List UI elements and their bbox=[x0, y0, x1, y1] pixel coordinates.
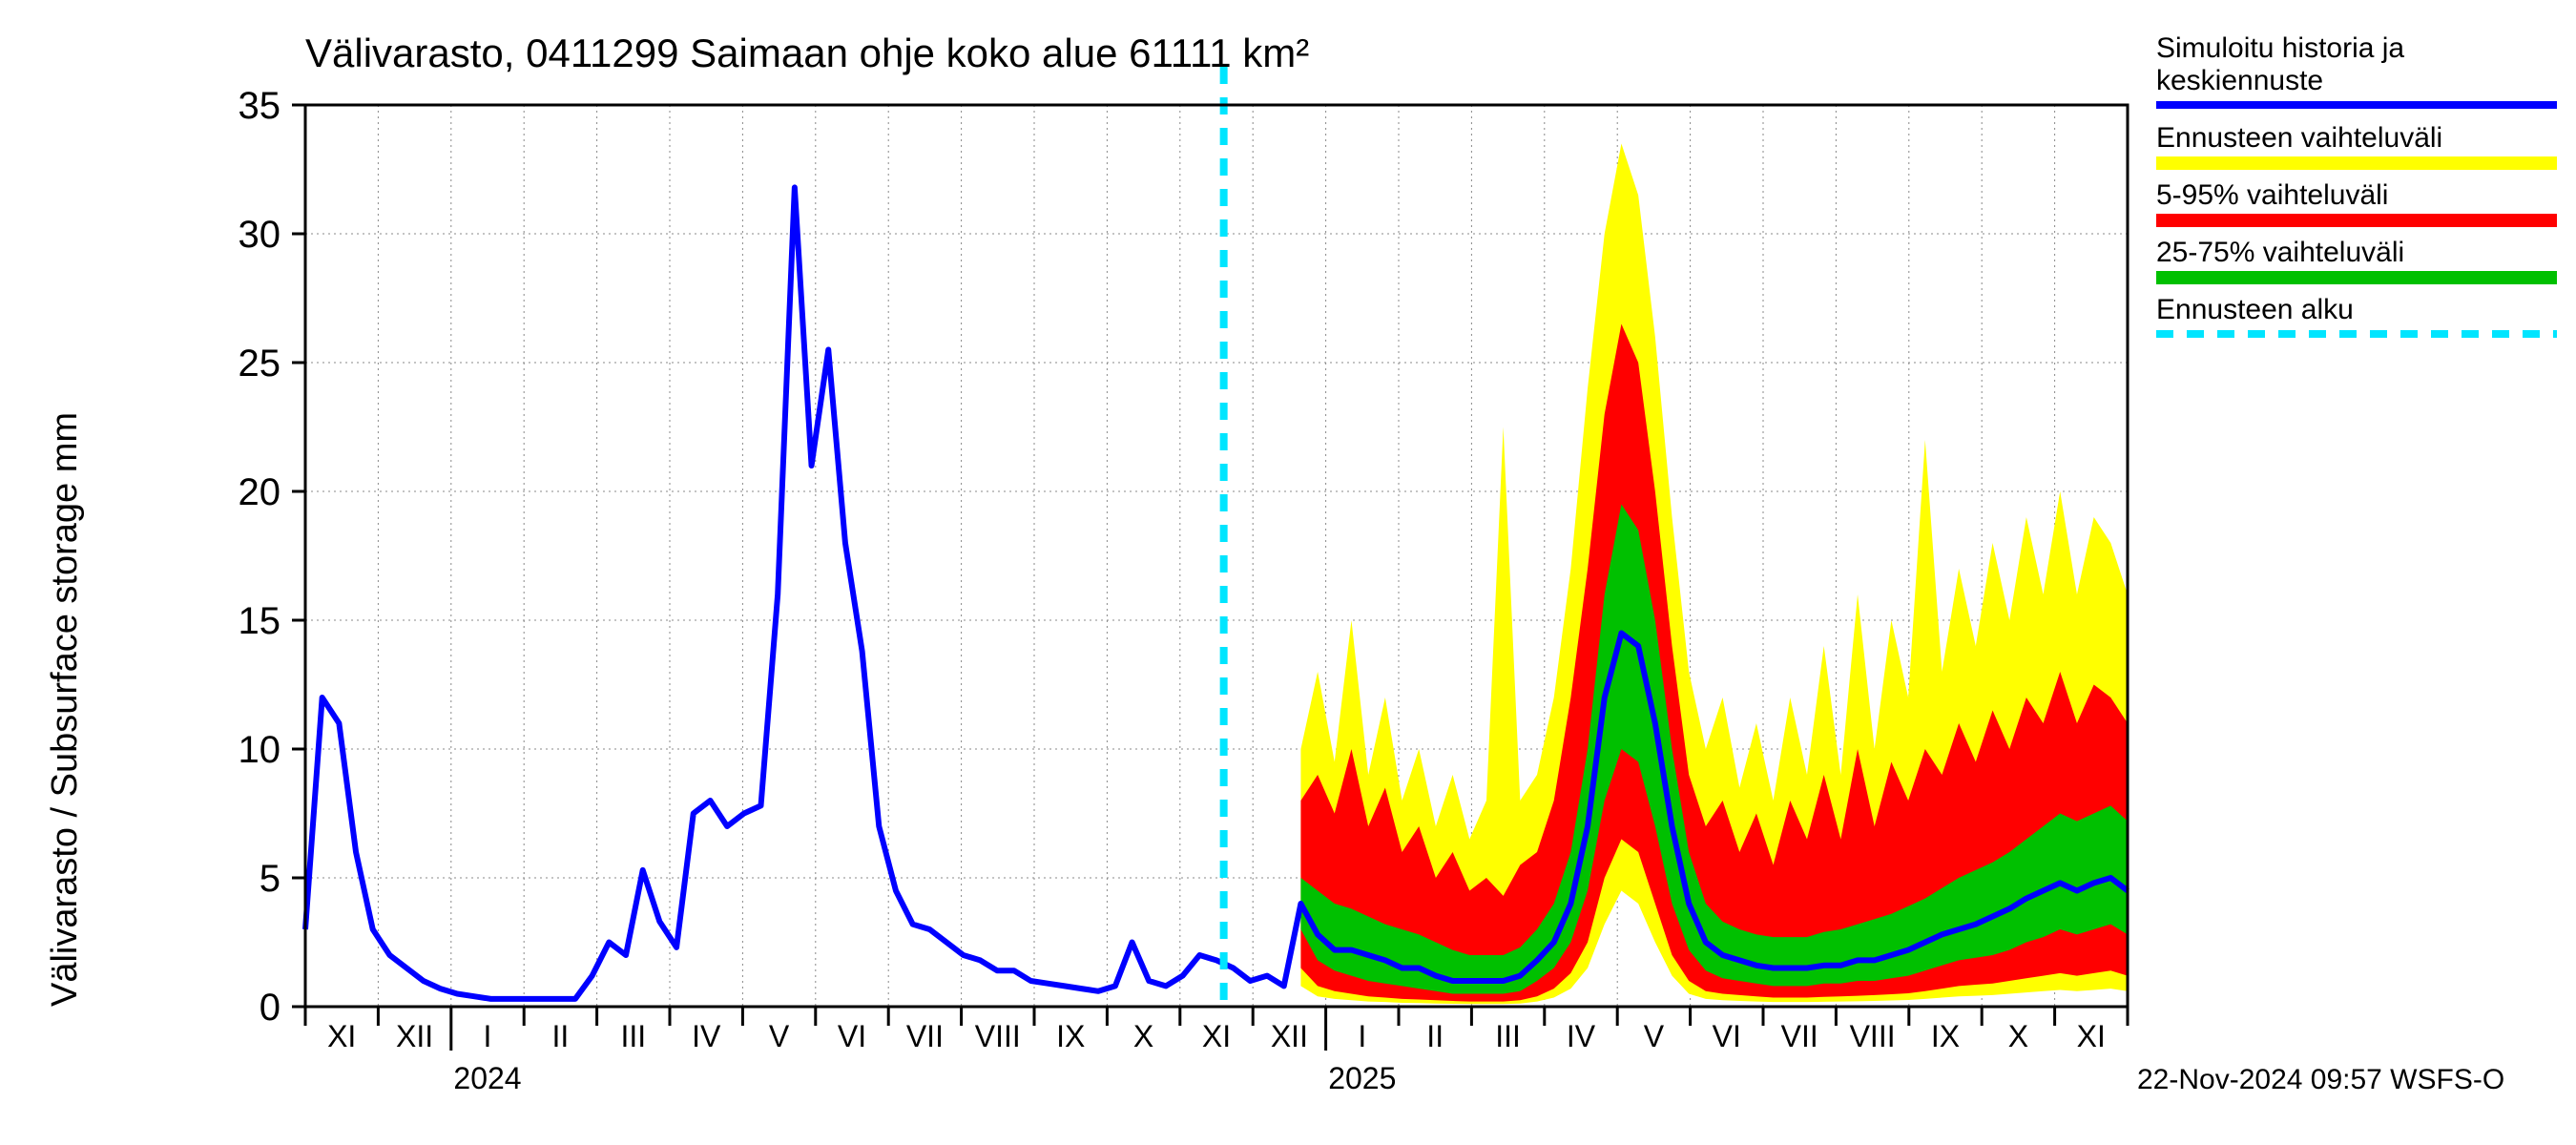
month-label: XII bbox=[396, 1019, 433, 1053]
ytick-label: 0 bbox=[260, 987, 280, 1029]
legend-swatch bbox=[2156, 271, 2557, 284]
ytick-label: 35 bbox=[239, 85, 281, 127]
year-label: 2025 bbox=[1328, 1061, 1396, 1095]
legend-label: 5-95% vaihteluväli bbox=[2156, 179, 2388, 211]
month-label: II bbox=[1426, 1019, 1444, 1053]
ytick-label: 10 bbox=[239, 729, 281, 771]
month-label: IV bbox=[692, 1019, 721, 1053]
ytick-label: 5 bbox=[260, 858, 280, 900]
month-label: III bbox=[1495, 1019, 1521, 1053]
chart-title: Välivarasto, 0411299 Saimaan ohje koko a… bbox=[305, 31, 1309, 75]
month-label: X bbox=[1133, 1019, 1153, 1053]
month-label: I bbox=[484, 1019, 492, 1053]
month-label: III bbox=[620, 1019, 646, 1053]
ytick-label: 30 bbox=[239, 214, 281, 256]
month-label: IV bbox=[1567, 1019, 1596, 1053]
y-axis-label: Välivarasto / Subsurface storage mm bbox=[45, 412, 85, 1007]
ytick-label: 20 bbox=[239, 471, 281, 513]
month-label: V bbox=[1644, 1019, 1665, 1053]
legend-label: 25-75% vaihteluväli bbox=[2156, 237, 2404, 268]
month-label: I bbox=[1358, 1019, 1366, 1053]
month-label: VI bbox=[1713, 1019, 1741, 1053]
month-label: II bbox=[552, 1019, 570, 1053]
month-label: IX bbox=[1056, 1019, 1085, 1053]
month-label: XI bbox=[2077, 1019, 2106, 1053]
month-label: XII bbox=[1271, 1019, 1308, 1053]
month-label: V bbox=[769, 1019, 790, 1053]
legend-swatch bbox=[2156, 214, 2557, 227]
month-label: VIII bbox=[975, 1019, 1021, 1053]
legend-label: Ennusteen vaihteluväli bbox=[2156, 122, 2442, 154]
ytick-label: 25 bbox=[239, 343, 281, 385]
ytick-label: 15 bbox=[239, 600, 281, 642]
month-label: XI bbox=[327, 1019, 356, 1053]
legend-label: Ennusteen alku bbox=[2156, 294, 2354, 325]
legend-label: keskiennuste bbox=[2156, 65, 2323, 96]
month-label: XI bbox=[1202, 1019, 1231, 1053]
year-label: 2024 bbox=[453, 1061, 521, 1095]
month-label: VI bbox=[838, 1019, 866, 1053]
chart-svg: 05101520253035XIXIIIIIIIIIVVVIVIIVIIIIXX… bbox=[0, 0, 2576, 1145]
chart-footer: 22-Nov-2024 09:57 WSFS-O bbox=[2137, 1064, 2504, 1095]
legend-label: Simuloitu historia ja bbox=[2156, 32, 2404, 64]
legend-swatch bbox=[2156, 156, 2557, 170]
month-label: X bbox=[2008, 1019, 2028, 1053]
month-label: VII bbox=[1781, 1019, 1818, 1053]
month-label: IX bbox=[1931, 1019, 1960, 1053]
month-label: VII bbox=[906, 1019, 944, 1053]
chart-container: 05101520253035XIXIIIIIIIIIVVVIVIIVIIIIXX… bbox=[0, 0, 2576, 1145]
month-label: VIII bbox=[1850, 1019, 1896, 1053]
